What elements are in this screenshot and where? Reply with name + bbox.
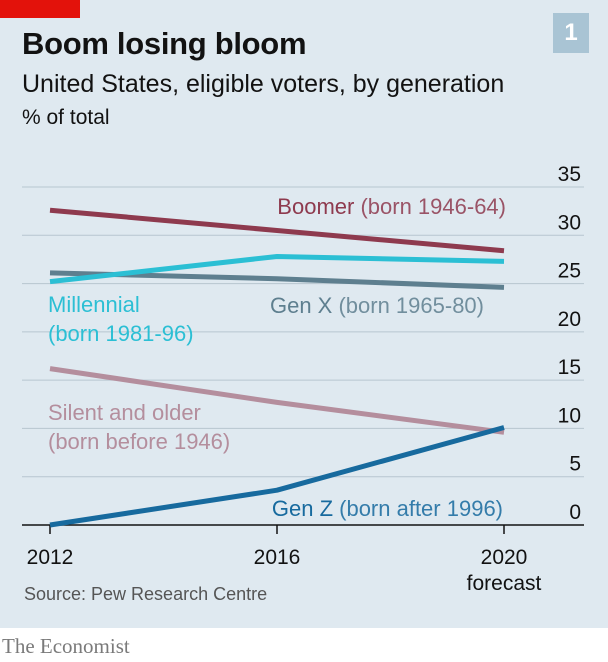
brand-red-tag (0, 0, 80, 18)
x-axis: 2012 2016 2020 forecast (22, 524, 584, 595)
y-tick-label: 20 (558, 308, 581, 331)
chart-unit-label: % of total (22, 106, 110, 129)
series-detail: (born after 1996) (333, 496, 503, 521)
y-tick-label: 35 (558, 163, 581, 186)
source-note: Source: Pew Research Centre (24, 584, 268, 604)
chart-subtitle: United States, eligible voters, by gener… (22, 70, 505, 98)
series-name: Gen X (270, 293, 333, 318)
x-tick-label: 2020 (481, 546, 528, 569)
line-chart: 0 5 10 15 20 25 30 35 2012 2016 2020 forecast Boom… (22, 163, 584, 595)
series-line-silent (49, 366, 505, 435)
y-tick-label: 10 (558, 404, 581, 427)
series-label-millennial: Millennial (48, 292, 140, 317)
y-axis-ticks: 0 5 10 15 20 25 30 35 (558, 163, 581, 524)
gridlines (22, 186, 584, 478)
series-line-boomer (49, 207, 505, 254)
y-tick-label: 5 (569, 453, 581, 476)
series-detail: (born 1965-80) (332, 293, 484, 318)
x-tick-sublabel: forecast (467, 572, 542, 595)
y-tick-label: 0 (569, 501, 581, 524)
publisher-brand: The Economist (2, 634, 130, 658)
y-tick-label: 25 (558, 260, 581, 283)
series-label-silent: Silent and older (48, 400, 201, 425)
series-line-genz (49, 425, 505, 528)
series-label-boomer: Boomer (born 1946-64) (277, 194, 506, 219)
series-name: Boomer (277, 194, 354, 219)
y-tick-label: 15 (558, 356, 581, 379)
chart-number-badge: 1 (553, 13, 589, 53)
series-name: Gen Z (272, 496, 333, 521)
series-detail: (born 1946-64) (354, 194, 506, 219)
series-label-millennial: (born 1981-96) (48, 321, 194, 346)
x-tick-label: 2016 (254, 546, 301, 569)
chart-panel (0, 0, 608, 628)
chart-title: Boom losing bloom (22, 26, 307, 61)
y-tick-label: 30 (558, 211, 581, 234)
series-label-genx: Gen X (born 1965-80) (270, 293, 484, 318)
series-labels: Boomer (born 1946-64) Millennial (born 198… (48, 194, 506, 521)
series-line-millennial (49, 254, 505, 285)
series-label-silent: (born before 1946) (48, 429, 230, 454)
x-tick-label: 2012 (27, 546, 74, 569)
series-lines (49, 207, 505, 528)
series-label-genz: Gen Z (born after 1996) (272, 496, 503, 521)
